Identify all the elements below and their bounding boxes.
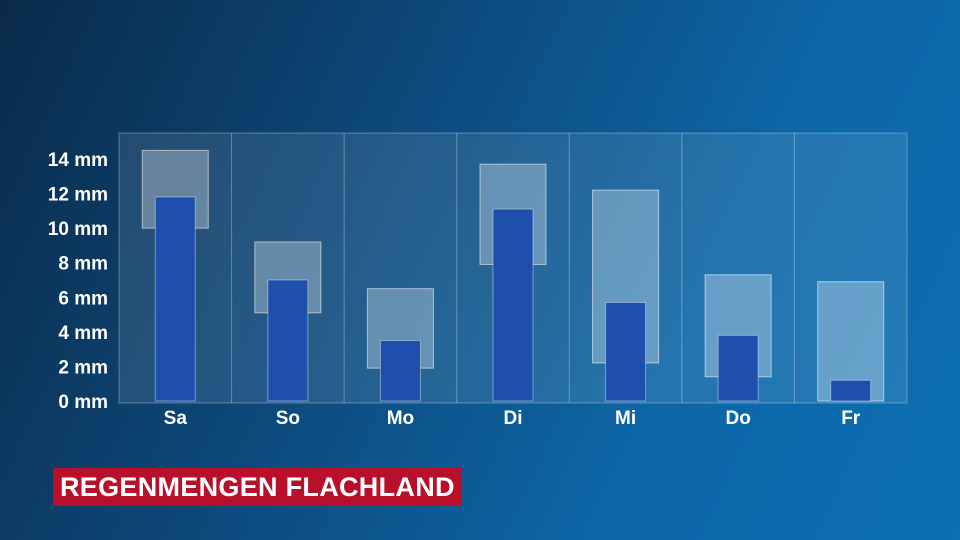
y-tick-label: 4 mm (58, 323, 108, 344)
x-tick-label: Di (504, 408, 523, 429)
bar (154, 196, 196, 402)
x-tick-label: Mo (387, 408, 414, 429)
bar (379, 340, 421, 402)
x-tick-label: So (276, 408, 300, 429)
x-tick-label: Sa (164, 408, 188, 429)
x-tick-label: Do (725, 408, 750, 429)
y-tick-label: 14 mm (48, 150, 108, 171)
bar (830, 379, 872, 402)
bar (605, 301, 647, 402)
bar (717, 334, 759, 402)
x-tick-label: Fr (841, 408, 861, 429)
chart-title: REGENMENGEN FLACHLAND (53, 468, 462, 506)
y-tick-label: 0 mm (58, 392, 108, 413)
y-tick-label: 2 mm (58, 357, 108, 378)
x-tick-label: Mi (615, 408, 636, 429)
y-tick-label: 6 mm (58, 288, 108, 309)
bar (492, 208, 534, 402)
bar (267, 279, 309, 402)
y-tick-label: 10 mm (48, 219, 108, 240)
y-tick-label: 8 mm (58, 254, 108, 275)
y-tick-label: 12 mm (48, 185, 108, 206)
